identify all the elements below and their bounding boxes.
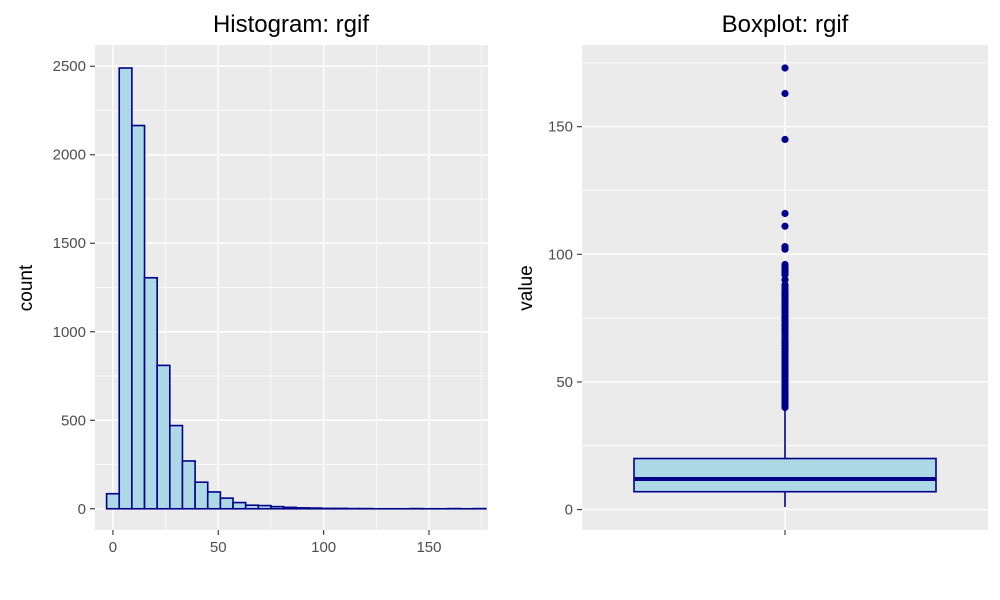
histogram-bar	[105, 492, 121, 510]
histogram-bar	[118, 67, 133, 510]
histogram-bar	[219, 497, 234, 510]
histogram-y-tick-label: 1500	[53, 235, 86, 252]
boxplot-outlier-point	[781, 222, 789, 230]
boxplot-marks	[633, 64, 937, 508]
histogram-bar	[295, 507, 310, 510]
boxplot-outlier-point	[781, 260, 789, 269]
histogram-bar	[232, 501, 247, 510]
histogram-bar	[282, 506, 298, 510]
histogram-title: Histogram: rgif	[213, 11, 369, 38]
histogram-y-tick-label: 500	[61, 412, 86, 429]
histogram-y-tick-label: 0	[78, 501, 86, 518]
boxplot-outlier-point	[781, 281, 789, 289]
boxplot-y-tick-label: 50	[556, 374, 573, 391]
boxplot-outlier-point	[781, 135, 789, 144]
boxplot-y-tick-label: 100	[548, 246, 573, 263]
histogram-x-tick-label: 50	[210, 539, 227, 556]
boxplot-y-tick-label: 150	[548, 119, 573, 136]
histogram-bars	[105, 67, 487, 510]
histogram-y-tick-label: 2000	[53, 147, 86, 164]
histogram-x-tick-label: 150	[416, 539, 441, 556]
histogram-bar	[181, 460, 196, 510]
boxplot-outlier-point	[781, 243, 789, 251]
histogram-bar	[206, 491, 222, 510]
histogram-bar	[156, 364, 171, 510]
histogram-x-tick-label: 100	[311, 539, 336, 556]
boxplot-outlier-point	[781, 209, 789, 218]
histogram-bar	[143, 276, 158, 510]
histogram-bar	[169, 424, 184, 510]
boxplot-panel: 0 50 100 150 Boxplot: rgif value	[516, 11, 988, 535]
histogram-y-tick-label: 1000	[53, 324, 86, 341]
boxplot-outlier-point	[781, 64, 789, 72]
histogram-bar	[257, 504, 272, 510]
boxplot-outlier-point	[781, 276, 789, 284]
histogram-bar	[244, 504, 260, 510]
histogram-y-tick-label: 2500	[53, 58, 86, 75]
boxplot-y-axis-title: value	[516, 265, 537, 310]
histogram-bar	[308, 507, 323, 510]
histogram-x-tick-label: 0	[109, 539, 117, 556]
boxplot-axes: 0 50 100 150	[548, 119, 786, 535]
histogram-y-axis-title: count	[16, 264, 37, 311]
boxplot-outlier-point	[781, 89, 789, 98]
histogram-bar	[131, 124, 146, 510]
histogram-bar	[270, 505, 285, 510]
boxplot-y-tick-label: 0	[565, 502, 573, 519]
boxplot-box	[633, 457, 937, 493]
histogram-bar	[194, 481, 209, 510]
boxplot-title: Boxplot: rgif	[722, 11, 849, 38]
